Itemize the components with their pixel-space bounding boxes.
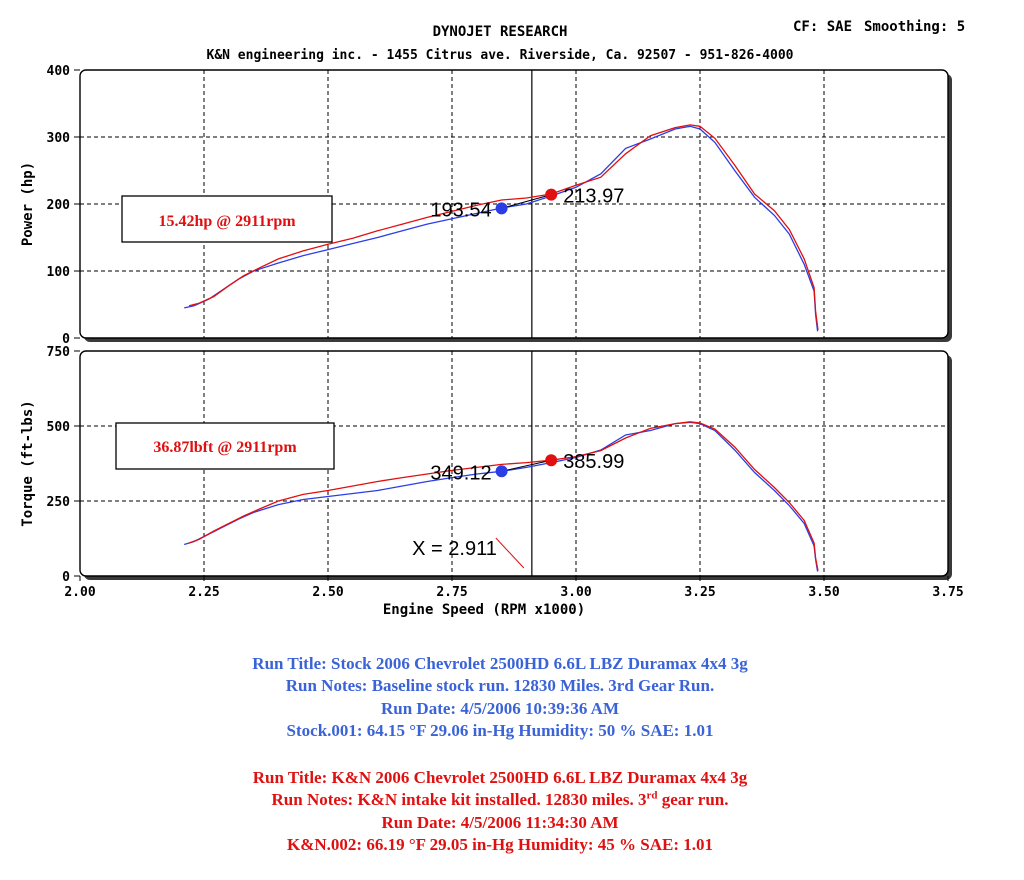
run-notes-text: Run Notes: K&N intake kit installed. 128…	[271, 790, 647, 810]
y-tick-label: 200	[47, 198, 71, 213]
x-tick-label: 2.25	[188, 585, 219, 600]
y-tick-label: 500	[47, 420, 71, 435]
chart-panel-0: 0 100 200 300 400 Power (hp) 193.54 213.97 15.42…	[20, 64, 952, 347]
marker-value-1: 213.97	[563, 186, 624, 208]
marker-value-1: 385.99	[563, 451, 624, 473]
series-line-0	[184, 125, 819, 332]
y-tick-label: 0	[62, 332, 70, 347]
series-marker-1	[545, 188, 558, 201]
y-tick-label: 400	[47, 64, 71, 79]
run-notes: Run Notes: Baseline stock run. 12830 Mil…	[285, 676, 715, 696]
smoothing-label: Smoothing: 5	[864, 19, 965, 35]
series-line-1	[188, 421, 819, 571]
marker-connector	[501, 194, 552, 209]
x-tick-label: 3.50	[808, 585, 839, 600]
y-tick-label: 0	[62, 570, 70, 585]
y-axis-label: Power (hp)	[20, 162, 36, 246]
y-tick-label: 750	[47, 345, 71, 360]
series-marker-1	[545, 454, 558, 467]
cursor-label-pointer	[495, 537, 525, 569]
series-line-1	[188, 124, 819, 331]
dyno-chart: DYNOJET RESEARCH K&N engineering inc. - …	[20, 19, 965, 618]
run-notes: Run Notes: K&N intake kit installed. 128…	[0, 789, 1000, 811]
run-title: Run Title: Stock 2006 Chevrolet 2500HD 6…	[252, 654, 748, 673]
run-info-kn: Run Title: K&N 2006 Chevrolet 2500HD 6.6…	[0, 767, 1000, 856]
x-tick-label: 2.50	[312, 585, 343, 600]
marker-connector	[501, 459, 552, 472]
series-marker-0	[495, 202, 508, 215]
x-tick-label: 3.25	[684, 585, 715, 600]
run-conditions: Stock.001: 64.15 °F 29.06 in-Hg Humidity…	[286, 720, 714, 740]
series-marker-0	[495, 465, 508, 478]
series-line-0	[184, 421, 819, 572]
annotation-box	[115, 422, 335, 470]
x-tick-label: 3.75	[932, 585, 963, 600]
y-tick-label: 250	[47, 495, 71, 510]
x-tick-label: 2.00	[64, 585, 95, 600]
run-notes-tail: gear run.	[657, 790, 729, 810]
y-axis-label: Torque (ft-lbs)	[20, 400, 36, 526]
marker-value-0: 193.54	[430, 199, 491, 221]
chart-panel-1: 0 250 500 750 Torque (ft-lbs) 2.00 2.25 2.50 2.7…	[20, 345, 964, 618]
cursor-value-label: X = 2.911	[412, 538, 497, 560]
x-axis-label: Engine Speed (RPM x1000)	[383, 602, 585, 618]
y-tick-label: 300	[47, 131, 71, 146]
x-tick-label: 2.75	[436, 585, 467, 600]
y-tick-label: 100	[47, 265, 71, 280]
run-date: Run Date: 4/5/2006 11:34:30 AM	[381, 812, 619, 832]
run-date: Run Date: 4/5/2006 10:39:36 AM	[381, 698, 619, 718]
marker-value-0: 349.12	[430, 462, 491, 484]
plots-group: 0 100 200 300 400 Power (hp) 193.54 213.97 15.42…	[20, 64, 964, 618]
annotation-text: 15.42hp @ 2911rpm	[158, 213, 296, 230]
run-title: Run Title: K&N 2006 Chevrolet 2500HD 6.6…	[252, 768, 748, 787]
run-notes-superscript: rd	[646, 789, 658, 802]
x-tick-label: 3.00	[560, 585, 591, 600]
header-title: DYNOJET RESEARCH	[433, 24, 568, 40]
run-conditions: K&N.002: 66.19 °F 29.05 in-Hg Humidity: …	[287, 834, 713, 854]
annotation-text: 36.87lbft @ 2911rpm	[153, 439, 297, 456]
header-subtitle: K&N engineering inc. - 1455 Citrus ave. …	[207, 48, 794, 63]
run-info-stock: Run Title: Stock 2006 Chevrolet 2500HD 6…	[0, 653, 1000, 742]
annotation-box	[121, 195, 333, 243]
cf-label: CF: SAE	[793, 19, 852, 35]
